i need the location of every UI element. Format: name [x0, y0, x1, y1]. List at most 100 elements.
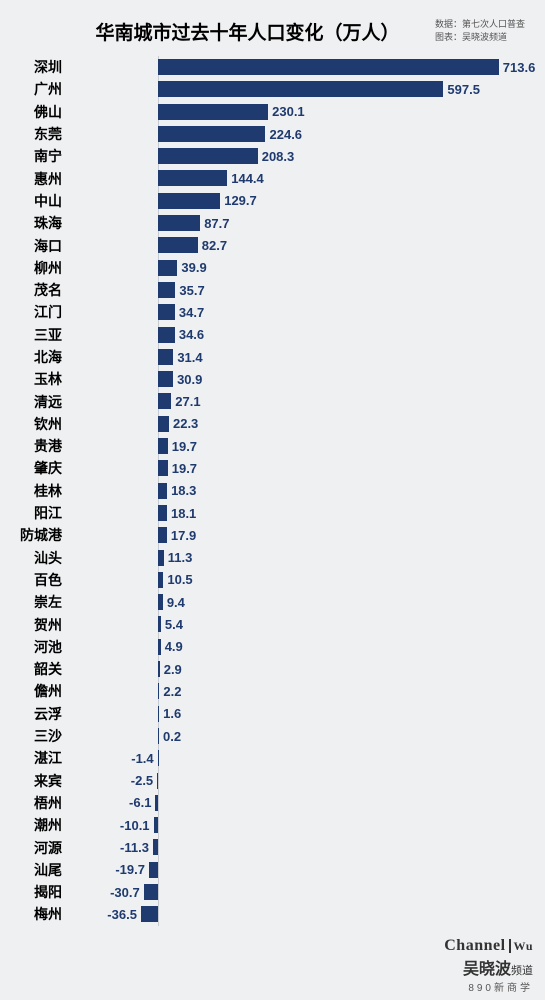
chart-row: 佛山230.1	[0, 101, 535, 123]
value-label: -36.5	[107, 903, 137, 925]
brand-cn: 吴晓波频道	[444, 955, 533, 979]
zero-axis	[158, 859, 159, 881]
city-label: 茂名	[0, 280, 70, 300]
brand-subtitle: 890新商学	[444, 979, 533, 994]
value-label: 30.9	[177, 368, 202, 390]
bar	[158, 371, 173, 387]
bar	[149, 862, 158, 878]
bar-zone: 129.7	[70, 190, 535, 212]
chart-row: 贵港19.7	[0, 435, 535, 457]
bar	[158, 327, 175, 343]
source-line-2: 图表：吴晓波频道	[435, 31, 525, 44]
chart-row: 惠州144.4	[0, 167, 535, 189]
bar	[158, 661, 159, 677]
city-label: 汕尾	[0, 860, 70, 880]
value-label: 2.9	[164, 658, 182, 680]
bar	[158, 505, 167, 521]
bar-zone: 713.6	[70, 56, 535, 78]
chart-row: 防城港 17.9	[0, 524, 535, 546]
value-label: 35.7	[179, 279, 204, 301]
brand-en: ChannelWu	[444, 937, 533, 955]
value-label: 18.1	[171, 502, 196, 524]
bar	[158, 349, 173, 365]
city-label: 广州	[0, 79, 70, 99]
city-label: 贵港	[0, 436, 70, 456]
city-label: 汕头	[0, 548, 70, 568]
city-label: 三沙	[0, 726, 70, 746]
bar-zone: 230.1	[70, 101, 535, 123]
bar-zone: -1.4	[70, 747, 535, 769]
bar	[144, 884, 159, 900]
city-label: 百色	[0, 570, 70, 590]
header: 华南城市过去十年人口变化（万人） 数据：第七次人口普查 图表：吴晓波频道	[0, 0, 545, 49]
bar	[158, 572, 163, 588]
city-label: 贺州	[0, 615, 70, 635]
value-label: 129.7	[224, 190, 257, 212]
chart-row: 儋州2.2	[0, 680, 535, 702]
bar-zone: 19.7	[70, 435, 535, 457]
bar-zone: 224.6	[70, 123, 535, 145]
bar-zone: 10.5	[70, 569, 535, 591]
bar-zone: 2.9	[70, 658, 535, 680]
value-label: 10.5	[167, 569, 192, 591]
value-label: -2.5	[131, 770, 153, 792]
zero-axis	[158, 881, 159, 903]
value-label: 597.5	[447, 78, 480, 100]
city-label: 阳江	[0, 503, 70, 523]
bar	[158, 483, 167, 499]
chart-row: 南宁208.3	[0, 145, 535, 167]
chart-row: 汕尾 -19.7	[0, 859, 535, 881]
zero-axis	[158, 747, 159, 769]
bar	[158, 304, 175, 320]
city-label: 崇左	[0, 592, 70, 612]
bar-zone: 2.2	[70, 680, 535, 702]
value-label: -19.7	[115, 859, 145, 881]
bar	[158, 416, 169, 432]
bar-zone: -36.5	[70, 903, 535, 925]
bar	[158, 393, 171, 409]
chart-row: 河池4.9	[0, 636, 535, 658]
bar-zone: 34.6	[70, 324, 535, 346]
bar-zone: -6.1	[70, 792, 535, 814]
source-block: 数据：第七次人口普查 图表：吴晓波频道	[435, 18, 525, 43]
value-label: 17.9	[171, 524, 196, 546]
city-label: 深圳	[0, 57, 70, 77]
city-label: 河池	[0, 637, 70, 657]
city-label: 湛江	[0, 748, 70, 768]
chart-row: 阳江 18.1	[0, 502, 535, 524]
bar-zone: 39.9	[70, 257, 535, 279]
chart-row: 贺州 5.4	[0, 613, 535, 635]
bar-zone: 18.1	[70, 502, 535, 524]
chart-row: 清远27.1	[0, 390, 535, 412]
value-label: 2.2	[163, 680, 181, 702]
bar-zone: 82.7	[70, 234, 535, 256]
chart-row: 深圳 713.6	[0, 56, 535, 78]
bar	[158, 260, 177, 276]
bar	[158, 750, 159, 766]
value-label: -10.1	[120, 814, 150, 836]
value-label: 5.4	[165, 613, 183, 635]
bar-zone: 597.5	[70, 78, 535, 100]
bar-zone: 11.3	[70, 547, 535, 569]
bar	[154, 817, 159, 833]
bar	[141, 906, 158, 922]
city-label: 防城港	[0, 525, 70, 545]
value-label: 39.9	[181, 257, 206, 279]
value-label: 0.2	[163, 725, 181, 747]
value-label: 713.6	[503, 56, 536, 78]
city-label: 桂林	[0, 481, 70, 501]
chart-row: 湛江-1.4	[0, 747, 535, 769]
chart-row: 肇庆19.7	[0, 457, 535, 479]
value-label: -11.3	[120, 836, 149, 858]
chart-row: 中山129.7	[0, 190, 535, 212]
bar	[158, 683, 159, 699]
bar	[158, 616, 161, 632]
footer-watermark: ChannelWu 吴晓波频道 890新商学	[444, 937, 533, 994]
value-label: 1.6	[163, 703, 181, 725]
chart-row: 崇左 9.4	[0, 591, 535, 613]
bar	[158, 215, 200, 231]
bar	[158, 148, 257, 164]
value-label: 9.4	[167, 591, 185, 613]
chart-row: 梧州-6.1	[0, 792, 535, 814]
bar-zone: -10.1	[70, 814, 535, 836]
